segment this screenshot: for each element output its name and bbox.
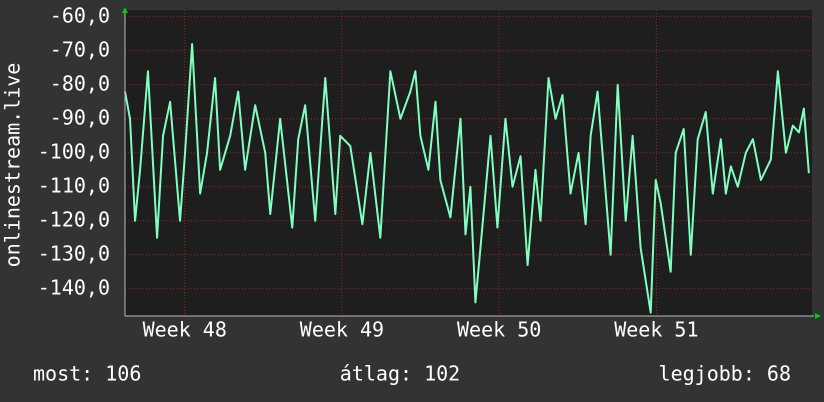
y-tick-label: -70,0 <box>50 37 110 61</box>
y-tick-label: -100,0 <box>38 139 110 163</box>
y-tick-label: -80,0 <box>50 71 110 95</box>
x-axis-arrow <box>815 313 821 319</box>
x-tick-label: Week 48 <box>143 318 227 342</box>
x-tick-label: Week 49 <box>300 318 384 342</box>
series-line <box>124 43 810 314</box>
y-tick-label: -130,0 <box>38 241 110 265</box>
footer-current: most: 106 <box>33 362 141 386</box>
y-tick-label: -60,0 <box>50 3 110 27</box>
y-tick-label: -140,0 <box>38 275 110 299</box>
y-tick-label: -120,0 <box>38 207 110 231</box>
footer-average: átlag: 102 <box>340 362 460 386</box>
x-tick-label: Week 51 <box>614 318 698 342</box>
y-tick-label: -90,0 <box>50 105 110 129</box>
y-axis-arrow <box>122 7 128 13</box>
plot-area <box>125 10 812 316</box>
y-axis-label: onlinestream.live <box>1 63 25 268</box>
y-tick-label: -110,0 <box>38 173 110 197</box>
footer-best: legjobb: 68 <box>659 362 791 386</box>
x-tick-label: Week 50 <box>457 318 541 342</box>
